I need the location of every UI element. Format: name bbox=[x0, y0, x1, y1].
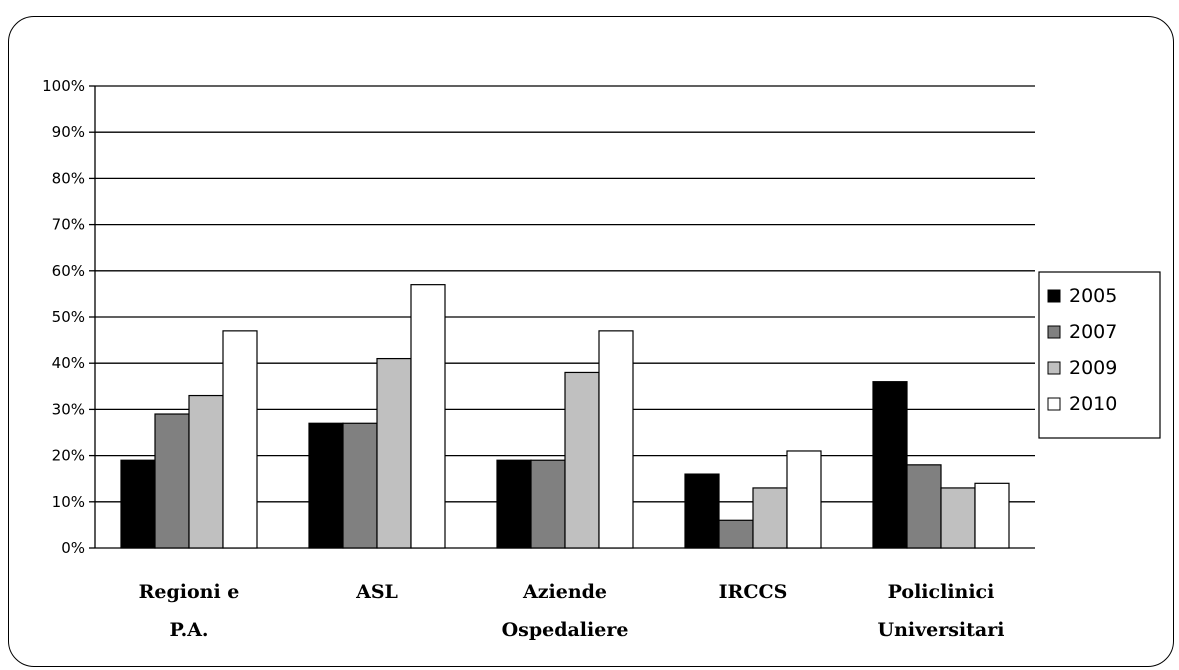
y-tick-label: 40% bbox=[52, 354, 85, 372]
legend-label: 2007 bbox=[1069, 321, 1117, 343]
y-tick-label: 70% bbox=[52, 216, 85, 234]
category-label: Regioni e bbox=[139, 581, 240, 603]
y-tick-label: 10% bbox=[52, 493, 85, 511]
bar bbox=[188, 394, 224, 549]
bar bbox=[222, 330, 258, 549]
y-tick-label: 0% bbox=[61, 539, 85, 557]
bar bbox=[940, 487, 976, 549]
category-label: Ospedaliere bbox=[502, 619, 629, 641]
y-tick-label: 30% bbox=[52, 400, 85, 418]
bar bbox=[974, 482, 1010, 549]
bar bbox=[598, 330, 634, 549]
category-label: P.A. bbox=[169, 619, 208, 641]
legend-swatch bbox=[1047, 325, 1061, 339]
category-label: Policlinici bbox=[888, 581, 995, 603]
bar bbox=[496, 459, 532, 549]
bar bbox=[530, 459, 566, 549]
legend-label: 2009 bbox=[1069, 357, 1117, 379]
bar bbox=[376, 357, 412, 549]
chart-frame bbox=[8, 16, 1174, 667]
category-label: ASL bbox=[355, 581, 398, 603]
bar bbox=[308, 422, 344, 549]
category-label: Aziende bbox=[522, 581, 607, 603]
y-tick-label: 50% bbox=[52, 308, 85, 326]
bar bbox=[906, 464, 942, 549]
bar bbox=[786, 450, 822, 549]
legend-label: 2005 bbox=[1069, 285, 1117, 307]
bar bbox=[120, 459, 156, 549]
bar bbox=[752, 487, 788, 549]
category-label: IRCCS bbox=[719, 581, 788, 603]
y-tick-label: 20% bbox=[52, 447, 85, 465]
y-tick-label: 90% bbox=[52, 123, 85, 141]
legend-label: 2010 bbox=[1069, 393, 1117, 415]
bar bbox=[154, 413, 190, 549]
legend-swatch bbox=[1047, 289, 1061, 303]
legend-swatch bbox=[1047, 397, 1061, 411]
y-tick-label: 60% bbox=[52, 262, 85, 280]
category-label: Universitari bbox=[878, 619, 1005, 641]
y-tick-label: 80% bbox=[52, 169, 85, 187]
legend-swatch bbox=[1047, 361, 1061, 375]
y-tick-label: 100% bbox=[42, 77, 85, 95]
bar bbox=[684, 473, 720, 549]
bar bbox=[410, 284, 446, 549]
bar bbox=[342, 422, 378, 549]
bar bbox=[564, 371, 600, 549]
bar bbox=[872, 381, 908, 549]
bar bbox=[718, 519, 754, 549]
